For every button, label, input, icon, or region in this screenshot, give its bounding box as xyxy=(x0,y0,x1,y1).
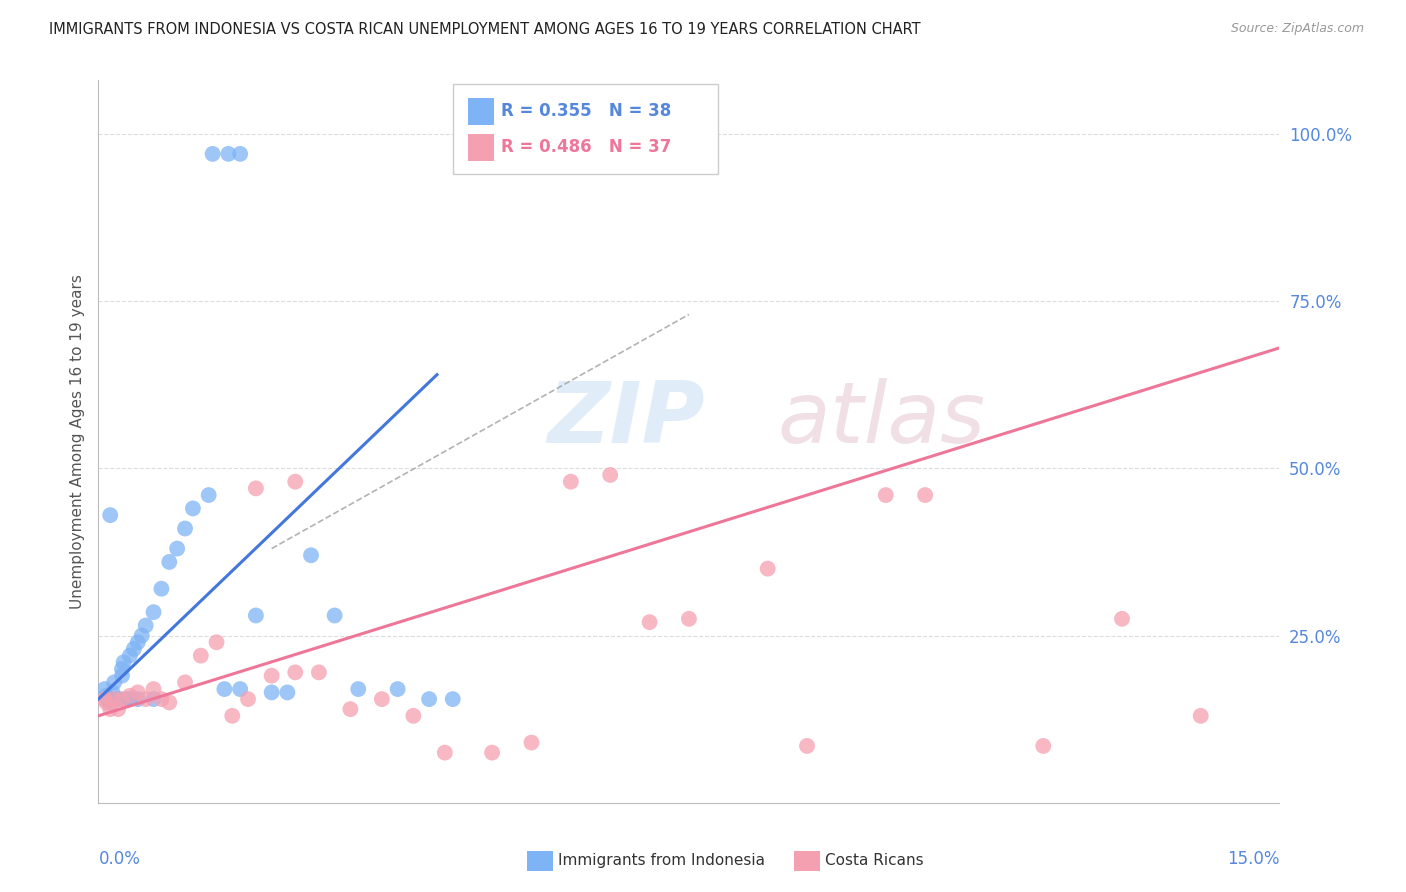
Point xyxy=(678,612,700,626)
Point xyxy=(217,147,239,161)
Point xyxy=(98,696,121,710)
Text: IMMIGRANTS FROM INDONESIA VS COSTA RICAN UNEMPLOYMENT AMONG AGES 16 TO 19 YEARS : IMMIGRANTS FROM INDONESIA VS COSTA RICAN… xyxy=(49,22,921,37)
Point xyxy=(142,605,165,619)
Point xyxy=(135,692,157,706)
Point xyxy=(197,488,219,502)
Text: Immigrants from Indonesia: Immigrants from Indonesia xyxy=(558,854,765,868)
Point xyxy=(323,608,346,623)
Point xyxy=(245,482,267,496)
Point xyxy=(111,692,134,706)
Point xyxy=(112,655,135,669)
Point xyxy=(284,475,307,489)
Point xyxy=(387,681,409,696)
Text: 0.0%: 0.0% xyxy=(98,850,141,868)
Point xyxy=(599,467,621,482)
Text: Costa Ricans: Costa Ricans xyxy=(825,854,924,868)
Point xyxy=(107,692,129,706)
Point xyxy=(174,675,197,690)
Point xyxy=(1032,739,1054,753)
Text: R = 0.355   N = 38: R = 0.355 N = 38 xyxy=(501,103,672,120)
Point xyxy=(142,681,165,696)
Point xyxy=(299,548,322,563)
Point xyxy=(97,692,120,706)
Point xyxy=(236,692,259,706)
Point xyxy=(284,665,307,680)
Point xyxy=(371,692,394,706)
Point xyxy=(441,692,464,706)
Point xyxy=(118,689,141,703)
Point xyxy=(96,696,118,710)
Point xyxy=(520,735,543,749)
Point xyxy=(96,689,118,703)
Point xyxy=(111,669,134,683)
Bar xyxy=(468,134,494,161)
Text: Source: ZipAtlas.com: Source: ZipAtlas.com xyxy=(1230,22,1364,36)
Point xyxy=(205,635,228,649)
Point xyxy=(638,615,661,630)
Point xyxy=(221,708,243,723)
Point xyxy=(174,521,197,535)
Point xyxy=(101,685,124,699)
Point xyxy=(103,692,125,706)
Point xyxy=(115,692,138,706)
Point xyxy=(276,685,298,699)
Point xyxy=(756,562,779,576)
Point xyxy=(402,708,425,723)
Point xyxy=(98,508,121,523)
Text: 15.0%: 15.0% xyxy=(1227,850,1279,868)
Point xyxy=(1111,612,1133,626)
Point xyxy=(166,541,188,556)
Point xyxy=(142,692,165,706)
Point xyxy=(181,501,204,516)
Point xyxy=(122,642,145,657)
Point xyxy=(914,488,936,502)
Point xyxy=(433,746,456,760)
Text: R = 0.486   N = 37: R = 0.486 N = 37 xyxy=(501,138,672,156)
Point xyxy=(118,692,141,706)
Point xyxy=(127,635,149,649)
Bar xyxy=(468,97,494,125)
Point xyxy=(93,681,115,696)
Y-axis label: Unemployment Among Ages 16 to 19 years: Unemployment Among Ages 16 to 19 years xyxy=(69,274,84,609)
Point xyxy=(1189,708,1212,723)
Point xyxy=(190,648,212,663)
Point xyxy=(339,702,361,716)
Point xyxy=(260,685,283,699)
Point xyxy=(98,702,121,716)
Point xyxy=(127,692,149,706)
Point xyxy=(111,662,134,676)
Point xyxy=(150,692,173,706)
Point xyxy=(481,746,503,760)
Point xyxy=(135,618,157,632)
Point xyxy=(107,702,129,716)
Point xyxy=(308,665,330,680)
Point xyxy=(796,739,818,753)
Point xyxy=(245,608,267,623)
Text: atlas: atlas xyxy=(778,378,986,461)
Point xyxy=(229,147,252,161)
Point xyxy=(127,685,149,699)
Point xyxy=(104,692,127,706)
Point xyxy=(157,696,180,710)
Point xyxy=(875,488,897,502)
Point xyxy=(118,648,141,663)
Point xyxy=(93,692,115,706)
Point xyxy=(150,582,173,596)
Text: ZIP: ZIP xyxy=(547,378,704,461)
Point xyxy=(347,681,370,696)
FancyBboxPatch shape xyxy=(453,84,718,174)
Point xyxy=(560,475,582,489)
Point xyxy=(260,669,283,683)
Point xyxy=(201,147,224,161)
Point xyxy=(229,681,252,696)
Point xyxy=(157,555,180,569)
Point xyxy=(418,692,440,706)
Point xyxy=(131,628,153,642)
Point xyxy=(214,681,236,696)
Point xyxy=(103,675,125,690)
